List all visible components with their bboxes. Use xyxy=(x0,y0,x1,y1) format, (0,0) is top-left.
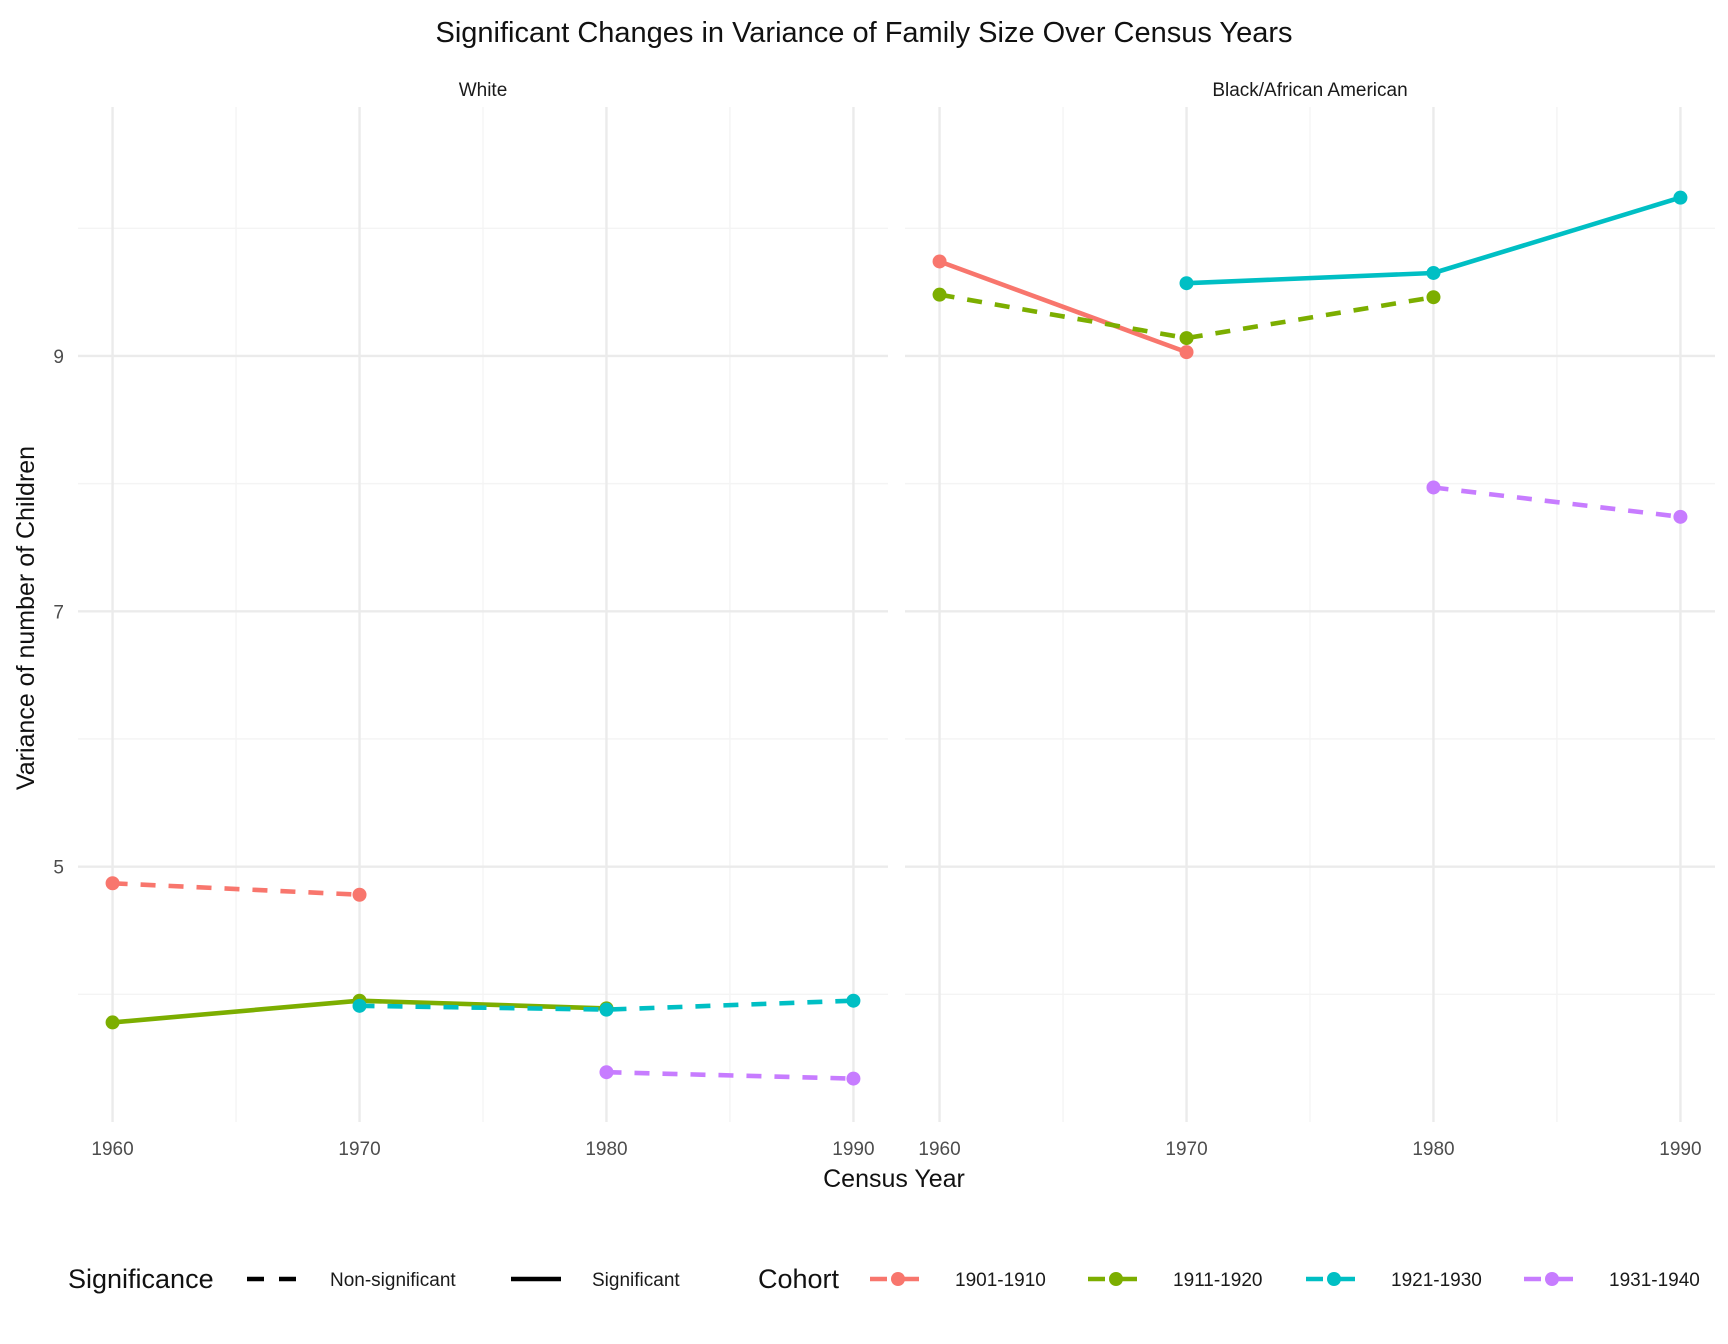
legend-title-cohort: Cohort xyxy=(758,1264,840,1294)
data-point-1911-1920 xyxy=(1426,290,1441,305)
data-point-1921-1930 xyxy=(1426,265,1441,280)
legend-key-point xyxy=(1545,1272,1559,1286)
data-point-1921-1930 xyxy=(352,998,367,1013)
legend-label-cohort: 1931-1940 xyxy=(1609,1270,1700,1291)
series-line-1931-1940 xyxy=(606,1069,854,1081)
data-point-1921-1930 xyxy=(599,1002,614,1017)
data-point-1901-1910 xyxy=(932,254,947,269)
data-point-1911-1920 xyxy=(932,287,947,302)
legend-label-non-significant: Non-significant xyxy=(330,1270,456,1291)
legend-key-point xyxy=(891,1272,905,1286)
legend-label-cohort: 1921-1930 xyxy=(1391,1270,1482,1291)
x-tick-label: 1970 xyxy=(338,1139,380,1160)
x-tick-label: 1960 xyxy=(918,1139,960,1160)
legend-key-point xyxy=(1327,1272,1341,1286)
legend: Significance Non-significant Significant Co… xyxy=(68,1264,1700,1294)
data-point-1931-1940 xyxy=(846,1071,861,1086)
data-point-1921-1930 xyxy=(846,993,861,1008)
legend-key-point xyxy=(1109,1272,1123,1286)
legend-title-significance: Significance xyxy=(68,1264,214,1294)
x-axis-label: Census Year xyxy=(823,1165,965,1193)
y-tick-label: 5 xyxy=(53,858,64,879)
x-tick-label: 1960 xyxy=(91,1139,133,1160)
series-line-1901-1910 xyxy=(938,259,1188,355)
data-point-1931-1940 xyxy=(1673,509,1688,524)
data-point-1931-1940 xyxy=(599,1065,614,1080)
x-tick-label: 1990 xyxy=(1659,1139,1701,1160)
panel-strip-label: White xyxy=(459,80,508,101)
data-point-1911-1920 xyxy=(105,1015,120,1030)
legend-label-cohort: 1901-1910 xyxy=(955,1270,1046,1291)
series-line-1931-1940 xyxy=(1433,485,1681,520)
x-tick-label: 1980 xyxy=(585,1139,627,1160)
x-tick-label: 1970 xyxy=(1165,1139,1207,1160)
data-point-1901-1910 xyxy=(105,876,120,891)
y-tick-label: 7 xyxy=(53,602,64,623)
data-point-1931-1940 xyxy=(1426,480,1441,495)
legend-label-significant: Significant xyxy=(592,1270,680,1291)
chart-title: Significant Changes in Variance of Famil… xyxy=(435,17,1292,49)
data-point-1901-1910 xyxy=(352,887,367,902)
data-point-1921-1930 xyxy=(1673,190,1688,205)
panels: White 1960 1970 1980 1990 5 7 9 Black/African Am… xyxy=(53,80,1715,1160)
y-tick-label: 9 xyxy=(53,347,64,368)
data-point-1901-1910 xyxy=(1179,345,1194,360)
x-tick-label: 1980 xyxy=(1412,1139,1454,1160)
panel-black: Black/African American 1960 1970 1980 1990 xyxy=(905,80,1715,1160)
data-point-1911-1920 xyxy=(1179,331,1194,346)
panel-white: White 1960 1970 1980 1990 5 7 9 xyxy=(53,80,888,1160)
data-point-1921-1930 xyxy=(1179,276,1194,291)
x-tick-label: 1990 xyxy=(832,1139,874,1160)
legend-label-cohort: 1911-1920 xyxy=(1173,1270,1262,1291)
y-axis-label: Variance of number of Children xyxy=(12,446,40,790)
panel-strip-label: Black/African American xyxy=(1212,80,1407,101)
series-line-1901-1910 xyxy=(112,881,360,897)
